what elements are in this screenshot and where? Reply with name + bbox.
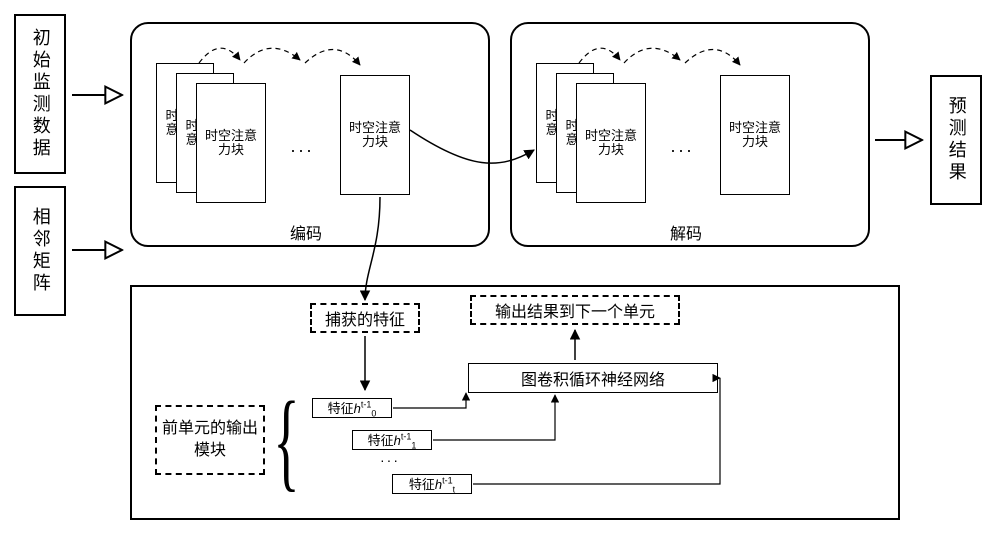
feature-t-label: 特征ht-1t bbox=[409, 474, 455, 495]
decoder-block-n-label: 时空注意力块 bbox=[725, 121, 785, 150]
encoder-title: 编码 bbox=[290, 220, 322, 244]
encoder-block-3-label: 时空注意力块 bbox=[201, 129, 261, 158]
encoder-ellipsis: ··· bbox=[290, 140, 314, 161]
captured-features-label: 捕获的特征 bbox=[325, 306, 405, 330]
output-next-label: 输出结果到下一个单元 bbox=[495, 298, 655, 322]
output-next-box: 输出结果到下一个单元 bbox=[470, 295, 680, 325]
captured-features-box: 捕获的特征 bbox=[310, 303, 420, 333]
decoder-block-n: 时空注意力块 bbox=[720, 75, 790, 195]
prev-module-label: 前单元的输出模块 bbox=[157, 418, 263, 463]
output-label: 预测结果 bbox=[945, 96, 967, 184]
gcn-rnn-box: 图卷积循环神经网络 bbox=[468, 363, 718, 393]
prev-module-box: 前单元的输出模块 bbox=[155, 405, 265, 475]
output-box: 预测结果 bbox=[930, 75, 982, 205]
encoder-block-3: 时空注意力块 bbox=[196, 83, 266, 203]
decoder-title: 解码 bbox=[670, 220, 702, 244]
encoder-block-n-label: 时空注意力块 bbox=[345, 121, 405, 150]
feature-0: 特征ht-10 bbox=[312, 398, 392, 418]
input-adjacency-matrix: 相邻矩阵 bbox=[14, 186, 66, 316]
decoder-ellipsis: ··· bbox=[670, 140, 694, 161]
encoder-block-n: 时空注意力块 bbox=[340, 75, 410, 195]
feature-1-label: 特征ht-11 bbox=[368, 430, 417, 451]
input-initial-data: 初始监测数据 bbox=[14, 14, 66, 174]
brace-icon: { bbox=[273, 385, 299, 495]
feature-0-label: 特征ht-10 bbox=[328, 398, 377, 419]
gcn-rnn-label: 图卷积循环神经网络 bbox=[521, 366, 665, 390]
decoder-block-3-label: 时空注意力块 bbox=[581, 129, 641, 158]
feature-ellipsis: ··· bbox=[380, 452, 400, 468]
feature-t: 特征ht-1t bbox=[392, 474, 472, 494]
decoder-block-3: 时空注意力块 bbox=[576, 83, 646, 203]
feature-1: 特征ht-11 bbox=[352, 430, 432, 450]
input-initial-data-label: 初始监测数据 bbox=[29, 28, 51, 160]
input-adjacency-label: 相邻矩阵 bbox=[29, 207, 51, 295]
